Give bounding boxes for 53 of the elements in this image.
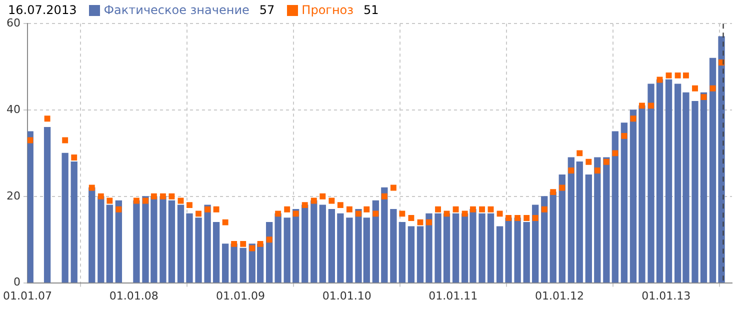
legend-label: Фактическое значение [104,3,250,17]
bar [390,209,397,283]
x-tick-label: 01.01.07 [3,289,52,302]
bar [612,131,618,283]
bar [568,157,574,283]
bar [186,213,193,283]
bar [381,187,388,283]
text: 51 [364,3,379,17]
text: 57 [259,3,275,17]
bar [115,200,122,283]
bar [532,204,539,283]
x-tick-label: 01.01.08 [109,289,158,302]
legend-label: Прогноз [302,3,354,17]
bar [630,110,637,283]
bar [27,131,34,283]
bar [204,204,211,283]
bar [266,222,273,283]
bar [541,196,548,283]
bar [398,222,406,283]
x-tick-label: 01.01.12 [535,289,584,302]
bar [692,101,698,283]
bar [585,174,592,283]
bar [709,58,716,283]
bar [558,174,566,283]
x-tick-label: 01.01.11 [428,289,478,302]
bar [62,152,68,283]
bar [346,218,353,283]
x-tick-label: 01.01.13 [642,289,691,302]
bar [603,157,610,283]
bar [319,204,326,283]
y-tick-label: 60 [6,16,20,30]
y-tick-label: 40 [6,102,20,116]
bar [222,244,229,283]
bar [408,226,415,283]
bar [648,84,654,283]
bar [337,213,344,283]
bar [44,126,51,283]
bar [292,209,300,283]
bar [426,213,432,283]
bar [284,218,290,283]
bar [372,200,379,283]
chart-title: 16.07.2013 [8,3,77,17]
y-tick-label: 20 [6,189,20,202]
y-tick-label: 0 [13,276,20,289]
bar [576,162,583,283]
bar [496,226,504,283]
bar [212,222,220,283]
bar [620,122,628,283]
bar [594,157,601,283]
x-tick-label: 01.01.10 [322,289,372,302]
x-tick-label: 01.01.09 [216,289,265,302]
bar [700,92,708,283]
bar [328,209,335,283]
